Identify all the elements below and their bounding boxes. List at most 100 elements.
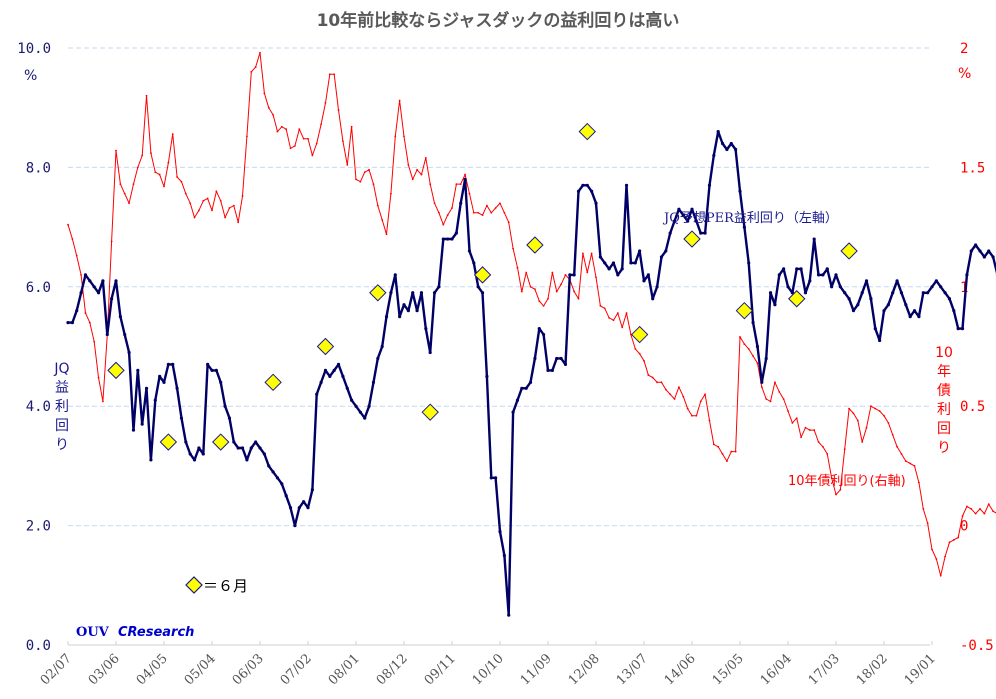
bond-yield-point bbox=[198, 209, 200, 212]
bond-yield-point bbox=[918, 481, 920, 484]
june-markers bbox=[107, 122, 858, 451]
series-bond-yield bbox=[67, 51, 996, 577]
jq-yield-point bbox=[912, 309, 917, 313]
bond-yield-point bbox=[551, 271, 554, 274]
bond-yield-point bbox=[150, 152, 152, 154]
annotation-bond-series: 10年債利回り(右軸) bbox=[788, 474, 906, 489]
x-tick-label: 17/03 bbox=[806, 651, 843, 688]
jq-yield-point bbox=[624, 183, 629, 187]
bond-yield-point bbox=[560, 283, 562, 286]
bond-yield-point bbox=[756, 362, 759, 365]
right-tick-label: 2 bbox=[960, 41, 968, 57]
june-marker-diamond bbox=[840, 242, 858, 260]
jq-yield-point bbox=[677, 207, 681, 211]
bond-yield-point bbox=[747, 347, 750, 350]
bond-yield-point bbox=[420, 173, 423, 176]
bond-yield-point bbox=[80, 273, 82, 276]
bond-yield-point bbox=[359, 180, 362, 183]
legend-diamond-icon bbox=[185, 576, 203, 594]
jq-yield-point bbox=[79, 291, 83, 295]
jq-yield-point bbox=[838, 285, 842, 289]
bond-yield-point bbox=[765, 398, 768, 400]
bond-yield-point bbox=[163, 185, 165, 188]
x-tick-label: 16/04 bbox=[758, 651, 795, 688]
bond-yield-point bbox=[171, 133, 174, 135]
bond-yield-point bbox=[896, 445, 898, 448]
brand-logo: OUV CResearch bbox=[76, 625, 194, 640]
jq-yield-point bbox=[310, 488, 314, 492]
bond-yield-point bbox=[865, 426, 868, 429]
bond-yield-point bbox=[407, 164, 410, 166]
jq-yield-point bbox=[703, 231, 707, 235]
bond-yield-point bbox=[507, 221, 510, 224]
bond-yield-point bbox=[525, 271, 528, 274]
bond-yield-point bbox=[202, 199, 205, 202]
bond-yield-point bbox=[686, 407, 689, 410]
jq-yield-point bbox=[668, 231, 672, 235]
jq-yield-point bbox=[795, 267, 799, 271]
jq-yield-point bbox=[860, 291, 864, 295]
bond-yield-point bbox=[71, 238, 74, 240]
jq-yield-point bbox=[891, 291, 895, 295]
bond-yield-point bbox=[944, 555, 946, 558]
jq-yield-point bbox=[974, 243, 978, 247]
jq-yield-point bbox=[380, 344, 384, 349]
jq-yield-point bbox=[707, 183, 712, 187]
bond-yield-point bbox=[350, 125, 353, 128]
jq-yield-point bbox=[768, 291, 773, 295]
bond-yield-point bbox=[603, 307, 606, 310]
bond-yield-point bbox=[472, 211, 475, 214]
jq-yield-point bbox=[720, 141, 725, 146]
bond-yield-point bbox=[267, 106, 270, 109]
jq-yield-point bbox=[249, 446, 253, 450]
june-marker-diamond bbox=[630, 325, 649, 344]
jq-yield-point bbox=[738, 189, 742, 193]
bond-yield-point bbox=[280, 125, 283, 128]
jq-yield-point bbox=[886, 303, 890, 307]
bond-yield-point bbox=[520, 290, 523, 293]
jq-yield-point bbox=[790, 291, 794, 295]
x-axis: 02/07 03/06 04/05 05/04 06/03 07/02 08/01 08/12… bbox=[38, 641, 939, 688]
bond-yield-point bbox=[512, 247, 514, 250]
left-vertical-label-char: り bbox=[55, 437, 69, 453]
bond-yield-point bbox=[848, 407, 850, 410]
jq-yield-point bbox=[559, 356, 563, 361]
bond-yield-point bbox=[643, 359, 645, 362]
jq-yield-point bbox=[459, 201, 463, 205]
jq-yield-point bbox=[144, 386, 149, 390]
jq-yield-point bbox=[415, 309, 419, 313]
bond-yield-point bbox=[691, 414, 693, 417]
bond-yield-point bbox=[843, 448, 846, 451]
jq-yield-point bbox=[367, 404, 371, 408]
june-marker-diamond bbox=[735, 301, 754, 320]
bond-yield-point bbox=[211, 209, 213, 212]
june-marker-diamond bbox=[212, 433, 230, 451]
bond-yield-point bbox=[913, 465, 916, 467]
jq-yield-point bbox=[201, 452, 205, 456]
jq-yield-point bbox=[110, 297, 114, 301]
jq-yield-point bbox=[446, 237, 450, 241]
jq-yield-point bbox=[441, 237, 445, 241]
jq-yield-point bbox=[607, 267, 611, 271]
bond-yield-point bbox=[957, 536, 960, 539]
bond-yield-point bbox=[817, 441, 820, 443]
jq-yield-point bbox=[965, 273, 969, 277]
bond-yield-point bbox=[778, 390, 781, 393]
jq-yield-point bbox=[118, 315, 122, 319]
bond-yield-point bbox=[856, 419, 859, 422]
jq-yield-point bbox=[725, 147, 729, 152]
jq-yield-point bbox=[694, 219, 698, 223]
jq-yield-point bbox=[585, 183, 589, 187]
bond-yield-point bbox=[272, 113, 274, 116]
bond-yield-point bbox=[241, 195, 244, 197]
bond-yield-point bbox=[992, 510, 994, 513]
jq-yield-point bbox=[764, 356, 768, 361]
jq-yield-point bbox=[960, 326, 965, 331]
bond-yield-point bbox=[75, 254, 78, 257]
x-tick-label: 07/02 bbox=[278, 651, 315, 688]
bond-yield-point bbox=[542, 305, 545, 307]
jq-yield-point bbox=[747, 261, 751, 265]
jq-yield-point bbox=[638, 249, 642, 253]
bond-yield-point bbox=[184, 192, 187, 195]
jq-yield-point bbox=[520, 386, 524, 390]
